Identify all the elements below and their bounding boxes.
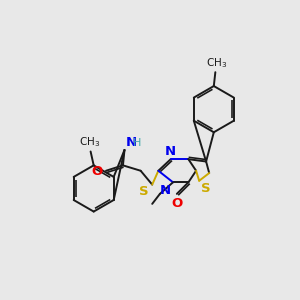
Text: N: N <box>125 136 136 149</box>
Text: CH$_3$: CH$_3$ <box>206 56 227 70</box>
Text: S: S <box>202 182 211 195</box>
Text: N: N <box>165 145 176 158</box>
Text: S: S <box>139 185 148 198</box>
Text: N: N <box>160 184 171 197</box>
Text: CH$_3$: CH$_3$ <box>79 135 100 149</box>
Text: H: H <box>133 138 141 148</box>
Text: O: O <box>171 197 182 210</box>
Text: O: O <box>92 165 103 178</box>
